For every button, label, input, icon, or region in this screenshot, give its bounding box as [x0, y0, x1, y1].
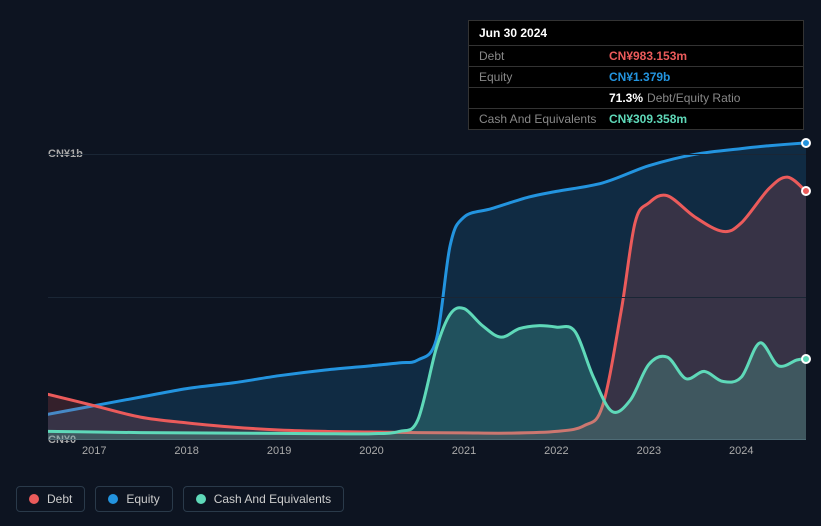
chart-gridline [48, 154, 806, 155]
tooltip-value: CN¥983.153m [609, 49, 687, 63]
chart-marker-cash-and-equivalents [801, 354, 811, 364]
tooltip-ratio-text: Debt/Equity Ratio [647, 91, 740, 105]
chart-x-tick: 2019 [267, 445, 291, 457]
chart-x-tick: 2020 [359, 445, 383, 457]
chart-x-tick: 2024 [729, 445, 753, 457]
chart-x-tick: 2021 [452, 445, 476, 457]
tooltip-value: CN¥1.379b [609, 70, 670, 84]
chart-marker-equity [801, 138, 811, 148]
chart-x-tick: 2018 [174, 445, 198, 457]
chart-plot-area[interactable] [48, 140, 806, 440]
legend-dot-icon [108, 494, 118, 504]
chart-gridline [48, 297, 806, 298]
legend-label: Debt [47, 492, 72, 506]
debt-equity-chart[interactable]: CN¥0CN¥1b 201720182019202020212022202320… [16, 120, 806, 460]
tooltip-label [479, 91, 609, 105]
legend-label: Equity [126, 492, 159, 506]
chart-legend: Debt Equity Cash And Equivalents [16, 486, 344, 512]
legend-item-cash-and-equivalents[interactable]: Cash And Equivalents [183, 486, 344, 512]
tooltip-date: Jun 30 2024 [469, 21, 803, 46]
chart-tooltip: Jun 30 2024 DebtCN¥983.153mEquityCN¥1.37… [468, 20, 804, 130]
legend-dot-icon [196, 494, 206, 504]
tooltip-row: 71.3% Debt/Equity Ratio [469, 88, 803, 109]
tooltip-row: EquityCN¥1.379b [469, 67, 803, 88]
tooltip-label: Debt [479, 49, 609, 63]
tooltip-label: Equity [479, 70, 609, 84]
tooltip-ratio-pct: 71.3% [609, 91, 643, 105]
chart-x-tick: 2022 [544, 445, 568, 457]
tooltip-row: DebtCN¥983.153m [469, 46, 803, 67]
chart-x-tick: 2017 [82, 445, 106, 457]
chart-x-tick: 2023 [637, 445, 661, 457]
legend-item-equity[interactable]: Equity [95, 486, 172, 512]
tooltip-label: Cash And Equivalents [479, 112, 609, 126]
chart-x-axis: 2017 2018 2019 2020 2021 2022 2023 2024 [48, 445, 806, 465]
legend-item-debt[interactable]: Debt [16, 486, 85, 512]
tooltip-value: CN¥309.358m [609, 112, 687, 126]
chart-marker-debt [801, 186, 811, 196]
legend-dot-icon [29, 494, 39, 504]
chart-svg [48, 140, 806, 440]
tooltip-row: Cash And EquivalentsCN¥309.358m [469, 109, 803, 129]
legend-label: Cash And Equivalents [214, 492, 331, 506]
